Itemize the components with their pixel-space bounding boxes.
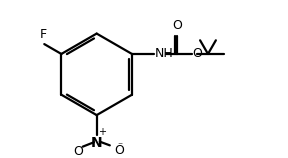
Text: O: O [73, 145, 83, 158]
Text: +: + [98, 127, 107, 137]
Text: NH: NH [155, 47, 174, 61]
Text: O: O [172, 19, 182, 32]
Text: N: N [91, 136, 103, 150]
Text: O: O [114, 144, 124, 157]
Text: ⁻: ⁻ [117, 142, 122, 152]
Text: F: F [39, 28, 47, 41]
Text: O: O [192, 47, 202, 61]
